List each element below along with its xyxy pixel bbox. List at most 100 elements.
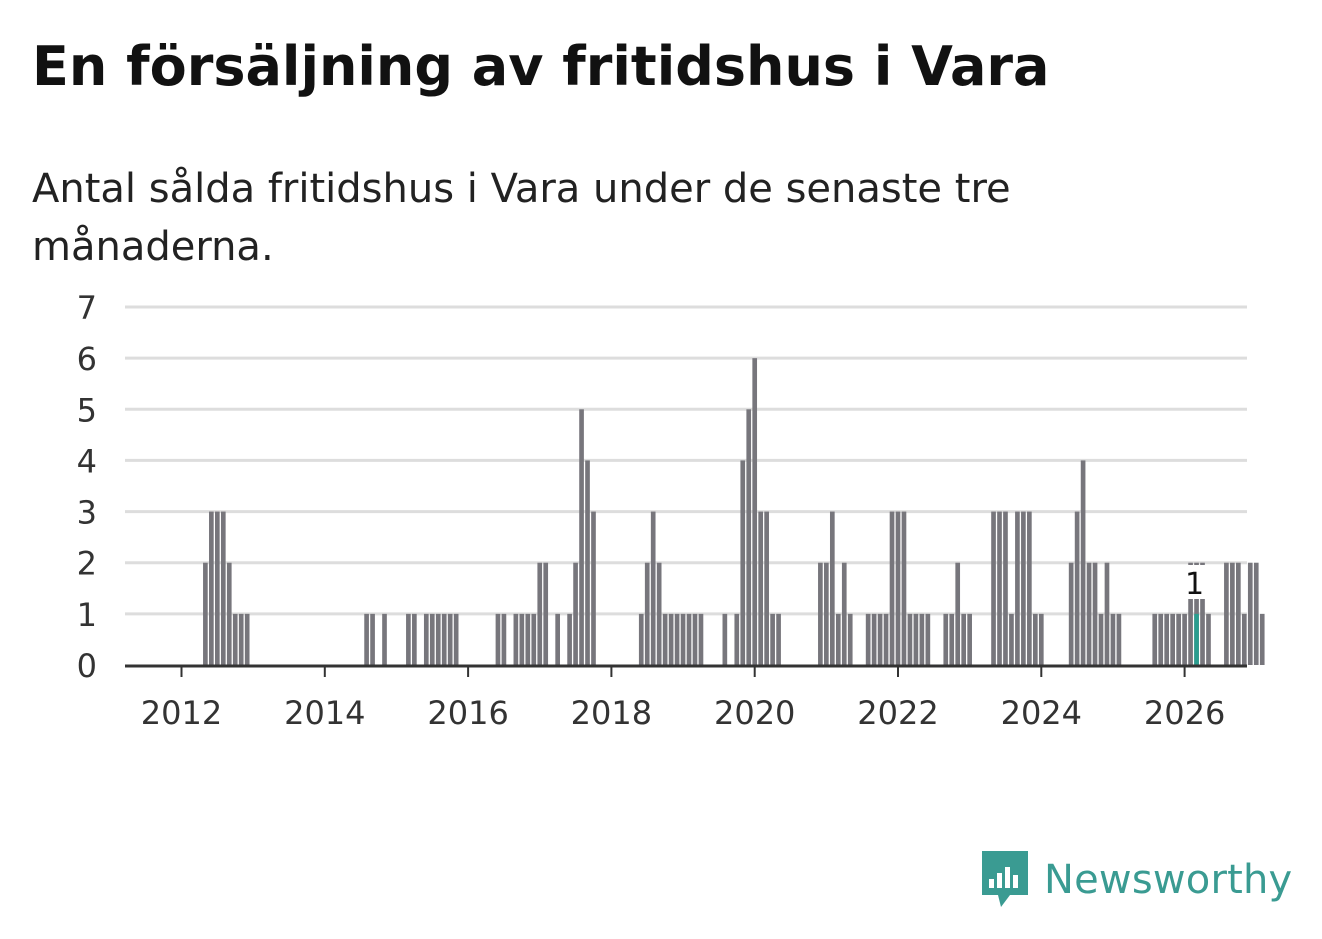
x-tick-label: 2014 — [284, 694, 365, 732]
bar — [1116, 613, 1122, 665]
bar — [758, 511, 764, 665]
bar — [244, 613, 250, 665]
bar — [901, 511, 907, 665]
bar — [226, 562, 232, 665]
bar — [1021, 511, 1026, 665]
bar — [638, 613, 644, 665]
bar — [1176, 613, 1181, 665]
bar — [1068, 562, 1074, 665]
bar — [919, 613, 925, 665]
bar — [447, 613, 453, 665]
highlight-bar — [1194, 613, 1199, 665]
bar — [585, 460, 590, 665]
bar — [967, 613, 972, 665]
newsworthy-logo-icon — [982, 851, 1028, 907]
bar — [668, 613, 674, 665]
bar — [531, 613, 537, 665]
bar — [537, 562, 543, 665]
bar — [650, 511, 656, 665]
bar — [1003, 511, 1008, 665]
bar — [818, 562, 823, 665]
newsworthy-logo[interactable]: Newsworthy — [980, 848, 1292, 912]
bar — [955, 562, 961, 665]
bar — [495, 613, 501, 665]
bar — [214, 511, 220, 665]
annotation-background — [1183, 565, 1206, 599]
bar — [991, 511, 996, 665]
bar — [913, 613, 919, 665]
bar — [895, 511, 901, 665]
bar — [865, 613, 871, 665]
bar — [824, 562, 829, 665]
y-tick-label: 7 — [77, 289, 97, 327]
highlight-value-label: 1 — [1185, 567, 1204, 602]
bar — [889, 511, 895, 665]
y-tick-label: 0 — [77, 647, 97, 685]
chart-title: En försäljning av fritidshus i Vara — [32, 35, 1050, 98]
bar — [698, 613, 704, 665]
bar — [925, 613, 931, 665]
bar — [429, 613, 435, 665]
chart-subtitle: Antal sålda fritidshus i Vara under de s… — [32, 166, 1011, 270]
y-tick-label: 5 — [77, 391, 97, 429]
bar — [662, 613, 668, 665]
y-tick-label: 6 — [77, 340, 97, 378]
x-tick-label: 2024 — [1001, 694, 1082, 732]
bar — [232, 613, 238, 665]
bar — [513, 613, 519, 665]
y-tick-label: 4 — [77, 442, 97, 480]
x-tick-label: 2020 — [714, 694, 795, 732]
bar — [746, 409, 752, 665]
bar — [674, 613, 680, 665]
bar — [734, 613, 740, 665]
x-axis-labels: 2012 2014 2016 2018 2020 2022 2024 2026 — [141, 667, 1225, 732]
annotations: 1 — [1183, 565, 1206, 602]
bar-chart: 0 1 2 3 4 5 6 7 2012 2014 2016 2018 2020 2022 2024 202… — [77, 289, 1265, 732]
bar — [1158, 613, 1164, 665]
bar — [1152, 613, 1158, 665]
bar — [686, 613, 692, 665]
bar — [722, 613, 728, 665]
bar — [841, 562, 847, 665]
bar — [1092, 562, 1098, 665]
bar — [573, 562, 578, 665]
bar — [1038, 613, 1044, 665]
bar — [441, 613, 447, 665]
bar — [1224, 562, 1229, 665]
bar — [1188, 562, 1193, 665]
bar — [997, 511, 1002, 665]
bar — [1032, 613, 1038, 665]
bar — [1170, 613, 1175, 665]
bar — [364, 613, 369, 665]
bar — [1080, 460, 1086, 665]
bar — [209, 511, 214, 665]
bar — [1253, 562, 1259, 665]
bar — [877, 613, 883, 665]
bar — [871, 613, 877, 665]
y-tick-label: 1 — [77, 596, 97, 634]
bar — [740, 460, 746, 665]
bar — [453, 613, 459, 665]
x-tick-label: 2022 — [857, 694, 938, 732]
bar — [656, 562, 662, 665]
bar — [1259, 613, 1265, 665]
y-tick-label: 3 — [77, 494, 97, 532]
bar — [1182, 613, 1187, 665]
bar — [1074, 511, 1080, 665]
bar — [543, 562, 549, 665]
bar — [501, 613, 507, 665]
bar — [406, 613, 411, 665]
bar — [764, 511, 769, 665]
bar — [1110, 613, 1116, 665]
bar — [829, 511, 835, 665]
bar — [567, 613, 572, 665]
bar — [519, 613, 525, 665]
bars — [203, 358, 1265, 665]
bar — [579, 409, 584, 665]
bar — [644, 562, 650, 665]
bar — [752, 358, 758, 665]
bar — [1230, 562, 1235, 665]
bar — [949, 613, 955, 665]
bar — [1027, 511, 1032, 665]
x-tick-label: 2012 — [141, 694, 222, 732]
